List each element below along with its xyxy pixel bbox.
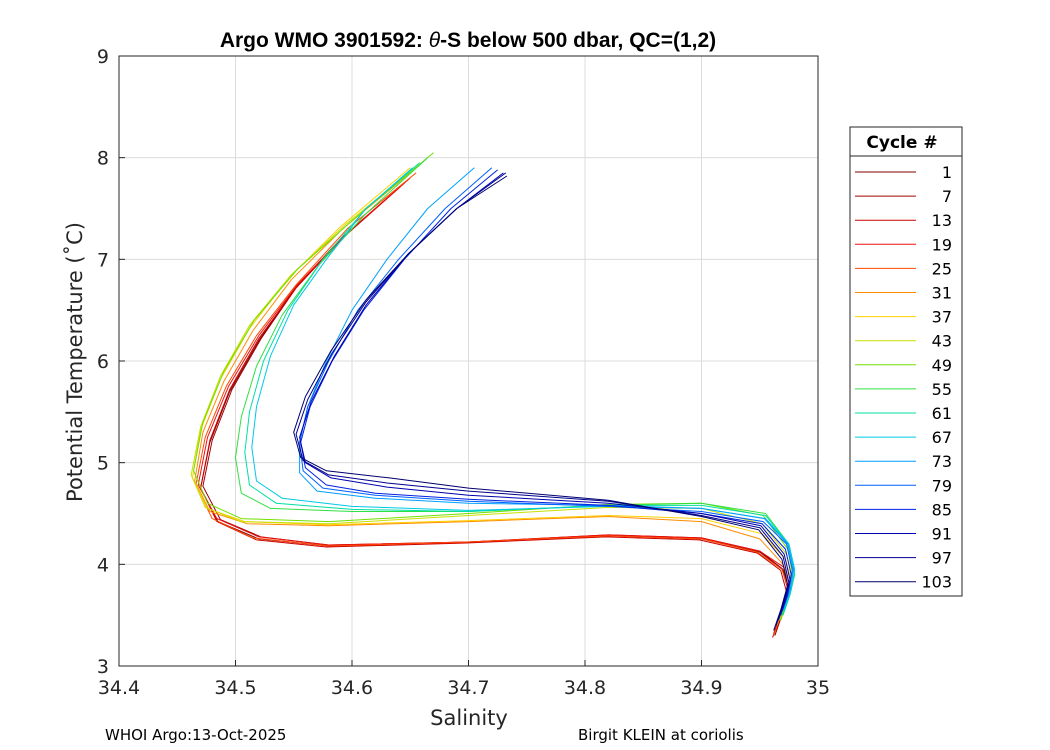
y-tick-label: 4: [97, 554, 109, 576]
x-tick-label: 34.9: [680, 677, 722, 699]
series-group: [190, 152, 796, 638]
legend-label-79: 79: [932, 476, 952, 495]
y-tick-label: 5: [97, 453, 109, 475]
legend-label-37: 37: [932, 308, 952, 327]
footer-left: WHOI Argo:13-Oct-2025: [105, 726, 286, 744]
legend-box: [849, 126, 963, 597]
series-line-cycle-13: [200, 182, 787, 638]
footer-right: Birgit KLEIN at coriolis: [578, 726, 744, 744]
series-line-cycle-85: [300, 169, 792, 616]
y-tick-label: 7: [97, 249, 109, 271]
y-tick-label: 6: [97, 351, 109, 373]
legend-label-97: 97: [932, 549, 952, 568]
legend: Cycle # 1 7 13 19 25 31 37 43 49 55 61 67 73 79 85 91 97…: [849, 126, 963, 597]
legend-label-19: 19: [932, 235, 952, 254]
legend-label-73: 73: [932, 452, 952, 471]
series-line-cycle-103: [293, 175, 789, 631]
legend-label-49: 49: [932, 356, 952, 375]
legend-label-85: 85: [932, 500, 952, 519]
y-axis-label: Potential Temperature (˚C): [63, 222, 87, 502]
series-line-cycle-97: [295, 172, 790, 626]
legend-label-103: 103: [921, 573, 952, 592]
series-line-cycle-91: [299, 172, 791, 621]
y-tick-label: 8: [97, 148, 109, 170]
legend-label-1: 1: [942, 163, 952, 182]
x-tick-label: 34.6: [331, 677, 373, 699]
legend-label-91: 91: [932, 525, 952, 544]
x-tick-label: 34.5: [214, 677, 256, 699]
x-tick-label: 34.4: [98, 677, 140, 699]
legend-label-55: 55: [932, 380, 952, 399]
series-line-cycle-67: [251, 167, 796, 611]
x-tick-label: 34.7: [447, 677, 489, 699]
legend-label-25: 25: [932, 259, 952, 278]
x-axis-label: Salinity: [430, 706, 508, 730]
y-tick-label: 3: [97, 656, 109, 678]
legend-label-31: 31: [932, 284, 952, 303]
x-tick-label: 34.8: [564, 677, 606, 699]
legend-title: Cycle #: [866, 133, 937, 153]
series-line-cycle-25: [195, 172, 790, 636]
legend-label-7: 7: [942, 187, 952, 206]
x-tick-label: 35: [806, 677, 830, 699]
legend-label-61: 61: [932, 404, 952, 423]
legend-label-43: 43: [932, 332, 952, 351]
legend-label-67: 67: [932, 428, 952, 447]
chart-title: Argo WMO 3901592: θ-S below 500 dbar, QC…: [220, 29, 716, 52]
legend-label-13: 13: [932, 211, 952, 230]
series-line-cycle-73: [299, 167, 794, 611]
y-tick-label: 9: [97, 46, 109, 68]
ticks: 34.4 34.5 34.6 34.7 34.8 34.9 35 3 4 5 6 7 8 9: [97, 46, 830, 699]
